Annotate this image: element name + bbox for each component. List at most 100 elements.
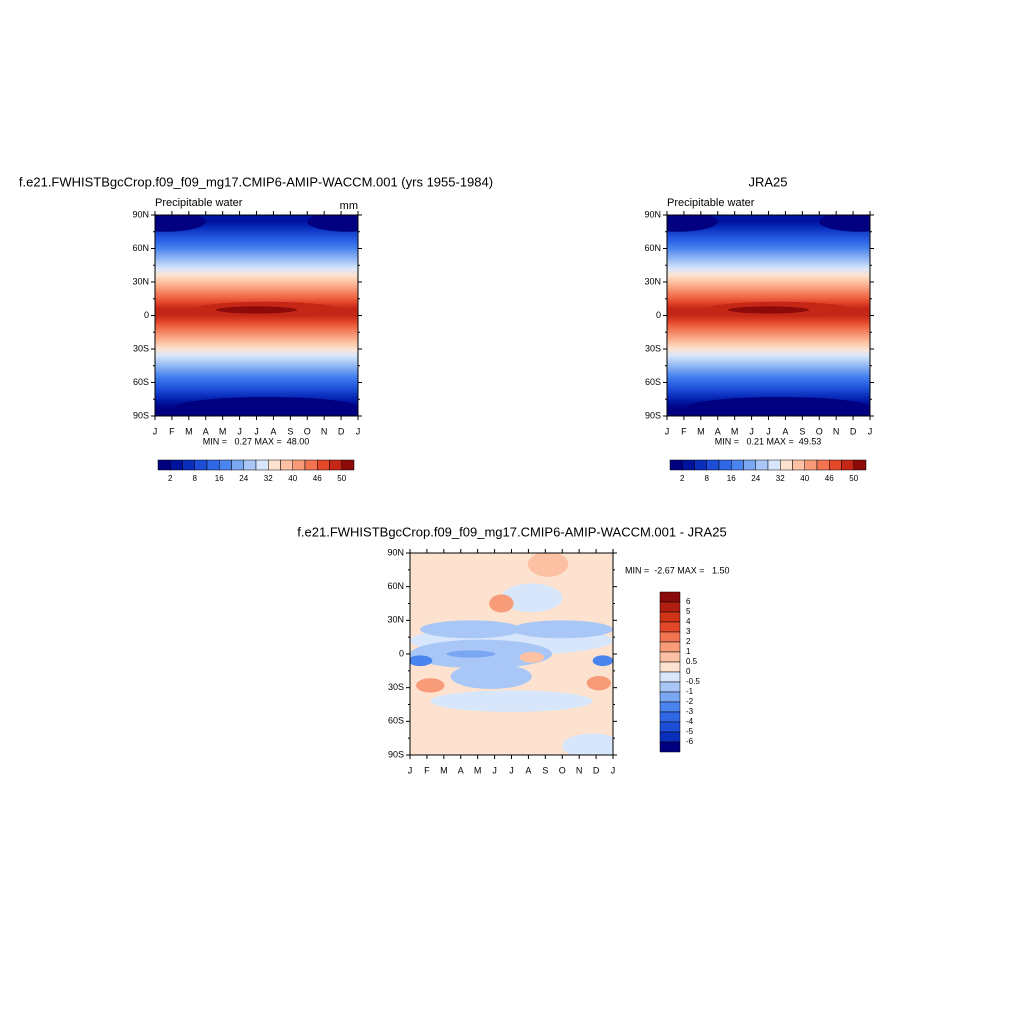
- contour-field: [155, 215, 358, 416]
- min-max-stats: MIN = 0.21 MAX = 49.53: [715, 436, 822, 446]
- colorbar-box: [743, 459, 756, 471]
- colorbar: 2 8 16 24 32 40 46 50: [669, 459, 867, 483]
- anomaly-region: [511, 620, 613, 639]
- colorbar-label: 16: [727, 474, 736, 483]
- colorbar-label: 50: [849, 474, 858, 483]
- left-string: Precipitable water: [667, 197, 755, 209]
- x-tick-label: J: [665, 426, 670, 436]
- x-tick-label: M: [440, 765, 448, 775]
- polar-low: [175, 397, 358, 416]
- colorbar-label: 40: [800, 474, 809, 483]
- colorbar-box: [231, 459, 244, 471]
- x-tick-label: J: [509, 765, 514, 775]
- polar-low: [155, 215, 206, 232]
- x-tick-label: J: [237, 426, 242, 436]
- colorbar-box: [659, 711, 681, 723]
- y-tick-label: 0: [399, 648, 404, 658]
- colorbar-label: 1: [686, 647, 691, 656]
- colorbar-box: [206, 459, 220, 471]
- y-tick-label: 30S: [388, 682, 404, 692]
- colorbar-box: [755, 459, 769, 471]
- moist-core: [215, 306, 298, 314]
- colorbar-label: -5: [686, 727, 694, 736]
- colorbar-box: [659, 681, 681, 693]
- x-tick-label: S: [542, 765, 548, 775]
- plot-title: f.e21.FWHISTBgcCrop.f09_f09_mg17.CMIP6-A…: [19, 174, 493, 189]
- x-tick-label: J: [749, 426, 754, 436]
- x-tick-label: J: [356, 426, 361, 436]
- colorbar-label: 16: [215, 474, 224, 483]
- colorbar-label: -4: [686, 717, 694, 726]
- colorbar-label: -3: [686, 707, 694, 716]
- colorbar-box: [341, 459, 355, 471]
- x-tick-label: S: [799, 426, 805, 436]
- colorbar-box: [659, 731, 681, 743]
- y-tick-label: 90N: [644, 209, 661, 219]
- colorbar-label: 2: [680, 474, 685, 483]
- x-tick-label: N: [833, 426, 840, 436]
- colorbar-label: -0.5: [686, 677, 700, 686]
- y-tick-label: 60S: [388, 716, 404, 726]
- anomaly-region: [410, 655, 433, 667]
- x-tick-label: J: [766, 426, 771, 436]
- colorbar-box: [780, 459, 793, 471]
- colorbar-box: [792, 459, 805, 471]
- colorbar-box: [659, 601, 681, 613]
- y-tick-label: 60N: [387, 581, 404, 591]
- colorbar-box: [659, 611, 681, 623]
- anomaly-region: [586, 675, 611, 691]
- anomaly-region: [420, 620, 522, 639]
- colorbar-label: -6: [686, 737, 694, 746]
- colorbar-label: 3: [686, 627, 691, 636]
- plot-title: JRA25: [748, 174, 787, 189]
- x-tick-label: O: [304, 426, 311, 436]
- colorbar-box: [243, 459, 257, 471]
- anomaly-region: [562, 733, 613, 755]
- x-tick-label: F: [681, 426, 687, 436]
- colorbar-box: [659, 701, 681, 713]
- colorbar-label: 46: [313, 474, 322, 483]
- x-tick-label: J: [408, 765, 413, 775]
- x-tick-label: J: [611, 765, 616, 775]
- y-tick-label: 30N: [387, 615, 404, 625]
- colorbar-label: -2: [686, 697, 694, 706]
- y-tick-label: 90S: [645, 410, 661, 420]
- x-tick-label: N: [576, 765, 583, 775]
- x-tick-label: M: [697, 426, 705, 436]
- colorbar-box: [659, 591, 681, 603]
- colorbar-box: [706, 459, 720, 471]
- colorbar-label: 8: [193, 474, 198, 483]
- colorbar-label: 6: [686, 597, 691, 606]
- y-tick-label: 90S: [388, 749, 404, 759]
- x-tick-label: M: [474, 765, 482, 775]
- y-tick-label: 60N: [644, 243, 661, 253]
- y-tick-label: 30S: [645, 343, 661, 353]
- colorbar-box: [767, 459, 781, 471]
- colorbar-box: [659, 671, 681, 683]
- colorbar-box: [659, 741, 681, 753]
- colorbar-label: 32: [264, 474, 273, 483]
- colorbar-box: [304, 459, 318, 471]
- x-tick-label: A: [525, 765, 531, 775]
- anomaly-region: [501, 583, 563, 613]
- colorbar-label: 8: [705, 474, 710, 483]
- colorbar-box: [317, 459, 330, 471]
- y-tick-label: 60S: [645, 377, 661, 387]
- anomaly-region: [450, 663, 532, 690]
- x-tick-label: D: [850, 426, 857, 436]
- colorbar-label: 24: [239, 474, 248, 483]
- anomaly-region: [519, 651, 544, 663]
- y-tick-label: 90S: [133, 410, 149, 420]
- x-tick-label: D: [338, 426, 345, 436]
- colorbar-box: [219, 459, 232, 471]
- colorbar-box: [659, 691, 681, 703]
- colorbar-label: -1: [686, 687, 694, 696]
- y-tick-label: 60S: [133, 377, 149, 387]
- anomaly-region: [489, 594, 514, 613]
- colorbar-box: [280, 459, 293, 471]
- colorbar-box: [853, 459, 867, 471]
- x-tick-label: J: [492, 765, 497, 775]
- x-tick-label: A: [270, 426, 276, 436]
